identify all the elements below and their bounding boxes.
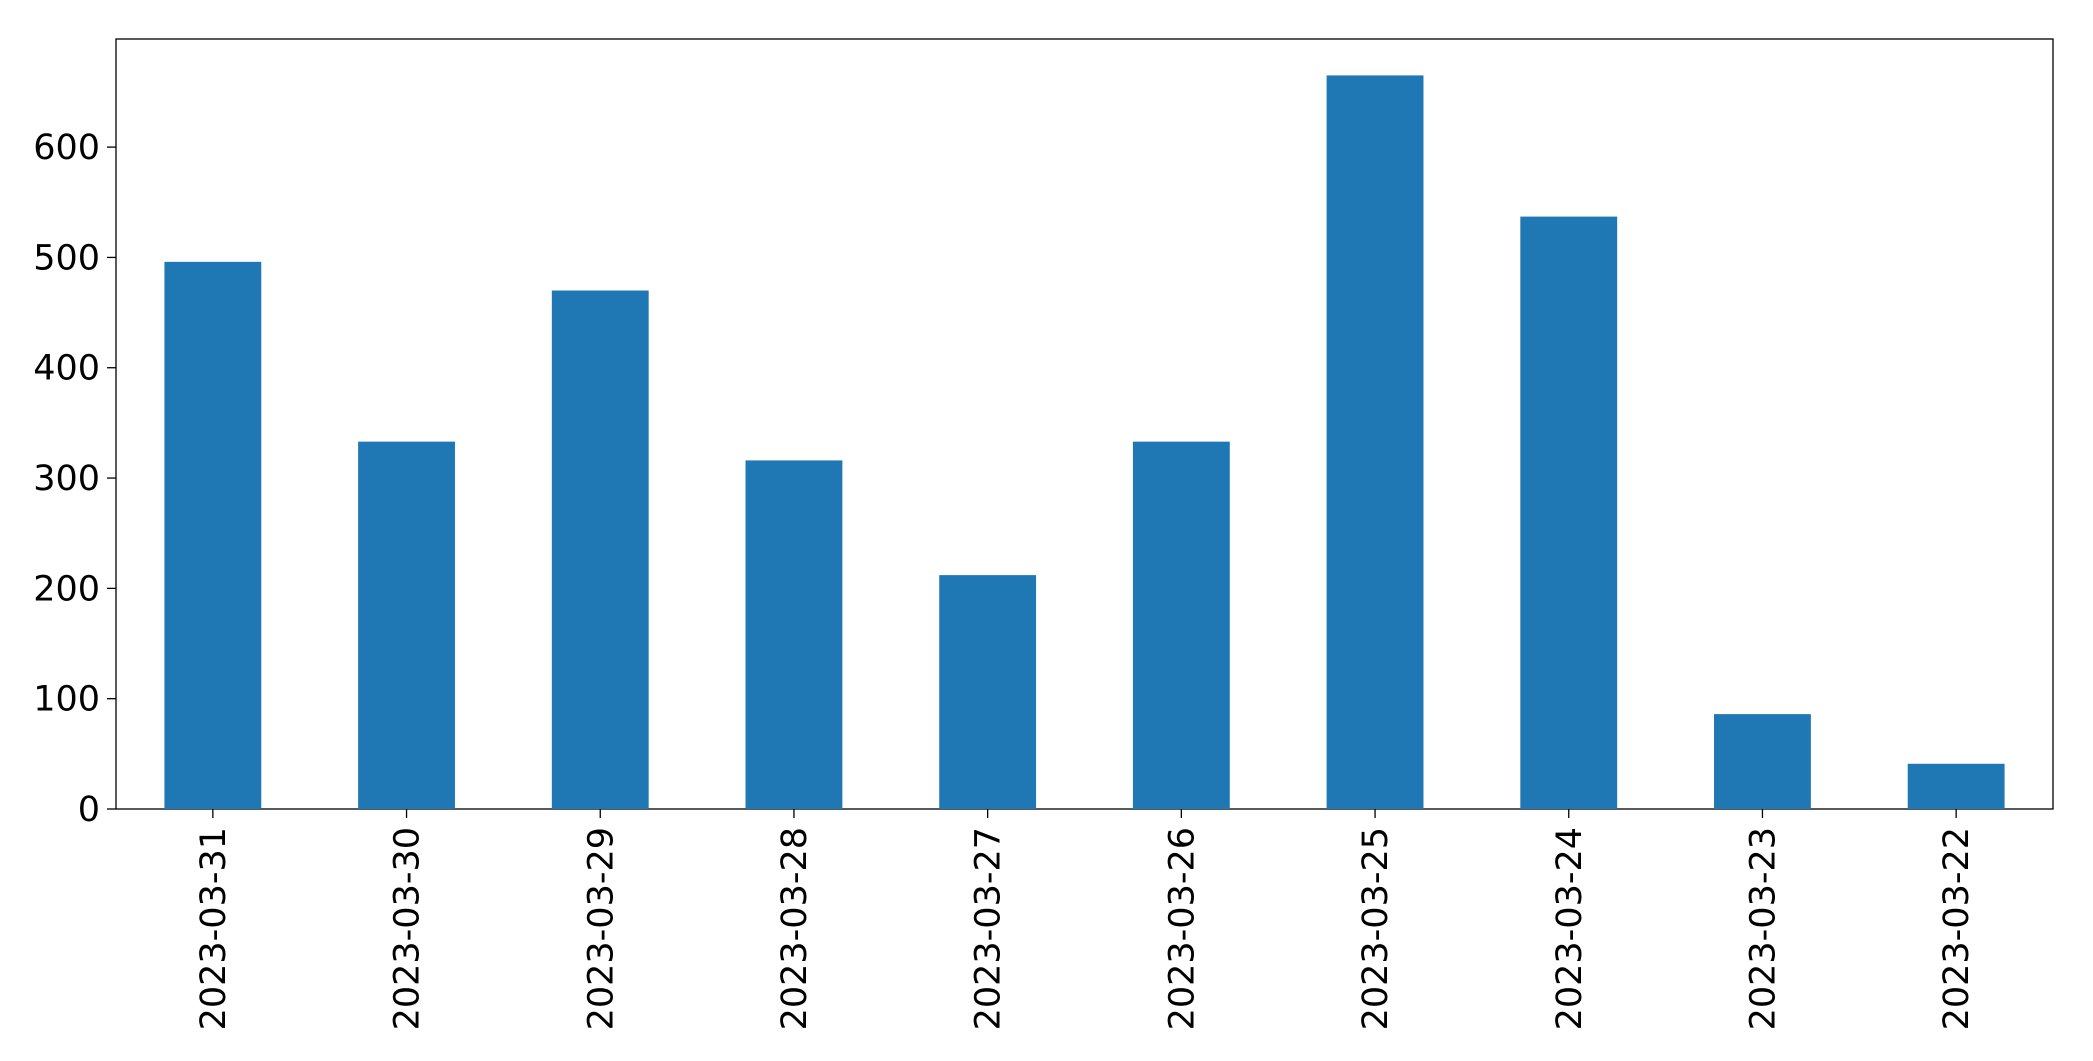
x-tick-label: 2023-03-23 — [1743, 827, 1783, 1030]
x-tick-label: 2023-03-24 — [1550, 827, 1590, 1030]
bar — [358, 441, 455, 809]
bar — [1326, 75, 1424, 810]
x-tick-label: 2023-03-28 — [775, 827, 815, 1030]
x-tick-label: 2023-03-26 — [1162, 827, 1202, 1030]
y-tick-label: 300 — [33, 459, 100, 499]
y-tick-label: 400 — [33, 349, 100, 389]
y-tick-label: 500 — [33, 238, 100, 278]
y-tick-label: 0 — [78, 790, 100, 830]
bar — [939, 575, 1037, 809]
bar — [1520, 216, 1618, 810]
bar — [1907, 763, 2005, 809]
bar — [551, 290, 649, 809]
bar — [164, 261, 262, 809]
plot-frame — [115, 38, 2054, 810]
x-tick-label: 2023-03-22 — [1937, 827, 1977, 1030]
bar — [1714, 714, 1811, 809]
bar — [745, 460, 843, 809]
y-tick-label: 600 — [33, 128, 100, 168]
bar — [1132, 441, 1230, 809]
x-tick-label: 2023-03-30 — [388, 827, 428, 1030]
x-tick-label: 2023-03-29 — [581, 827, 621, 1030]
x-tick-label: 2023-03-25 — [1356, 827, 1396, 1030]
x-tick-label: 2023-03-27 — [969, 827, 1009, 1030]
y-tick-label: 100 — [33, 680, 100, 720]
x-tick-label: 2023-03-31 — [194, 827, 234, 1030]
y-tick-label: 200 — [33, 569, 100, 609]
